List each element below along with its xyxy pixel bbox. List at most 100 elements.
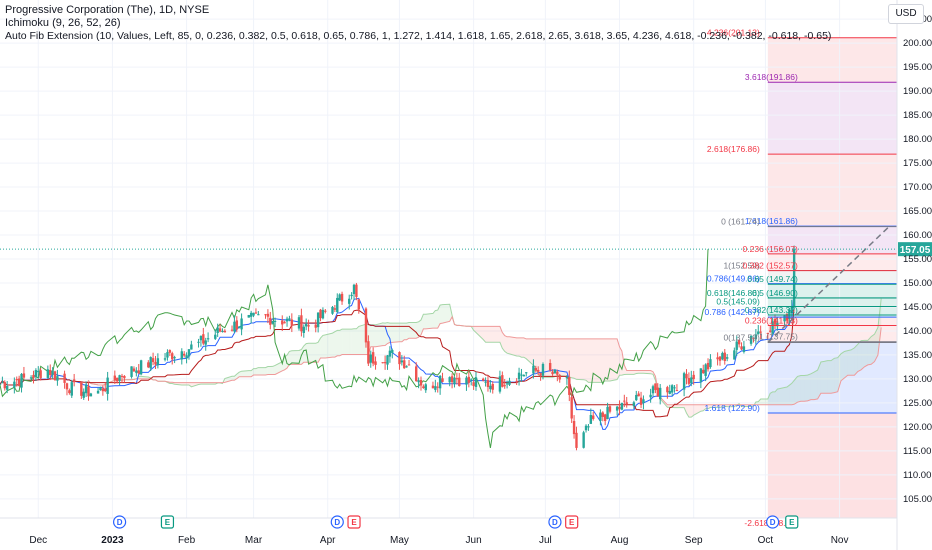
dividend-marker[interactable]: D: [112, 515, 127, 529]
cloud-segment: [401, 323, 405, 342]
cloud-segment: [373, 324, 376, 347]
cloud-segment: [691, 404, 694, 418]
earnings-marker[interactable]: E: [785, 515, 799, 529]
autofib-legend[interactable]: Auto Fib Extension (10, Values, Left, 85…: [5, 30, 832, 42]
candle-body: [233, 321, 236, 332]
dividend-marker-circle: [766, 515, 780, 529]
currency-button[interactable]: USD: [888, 4, 924, 24]
candle-body: [403, 360, 406, 369]
cloud-segment: [270, 366, 273, 375]
candle-body: [448, 377, 451, 383]
cloud-segment: [586, 338, 589, 383]
cloud-segment: [504, 335, 508, 354]
candle-body: [658, 387, 662, 400]
candle-body: [185, 355, 188, 359]
price-tick-label: 125.00: [903, 398, 932, 409]
cloud-segment: [791, 380, 795, 405]
candle-body: [348, 298, 351, 304]
fib-level-label: 0.786(149.86): [707, 274, 760, 284]
earnings-marker[interactable]: E: [347, 515, 361, 529]
cloud-segment: [370, 324, 374, 347]
candle-body: [737, 339, 741, 345]
cloud-segment: [789, 383, 792, 405]
cloud-segment: [602, 338, 606, 383]
dividend-marker[interactable]: D: [548, 515, 562, 529]
candle-body: [620, 403, 624, 410]
cloud-segment: [688, 404, 692, 418]
candle-body: [163, 358, 167, 360]
price-tick-label: 135.00: [903, 350, 932, 361]
candle-body: [266, 313, 270, 317]
fib-zone: [767, 154, 897, 227]
cloud-segment: [492, 326, 500, 343]
candle-body: [740, 346, 743, 350]
cloud-segment: [867, 336, 872, 365]
cloud-segment: [674, 404, 677, 408]
last-price-badge: [898, 242, 932, 257]
candle-body: [288, 318, 291, 320]
candle-body: [520, 374, 523, 376]
candle-body: [625, 402, 628, 405]
candle-body: [302, 326, 305, 333]
earnings-marker[interactable]: E: [565, 515, 579, 529]
dividend-marker-circle: [548, 515, 562, 529]
event-marker-label: D: [770, 518, 776, 527]
candle-body: [206, 338, 210, 340]
ichimoku-legend[interactable]: Ichimoku (9, 26, 52, 26): [5, 17, 121, 29]
candle-body: [364, 308, 368, 343]
candle-body: [699, 368, 703, 382]
candle-body: [84, 384, 88, 394]
candle-body: [257, 314, 260, 316]
time-tick-label: 2023: [101, 535, 124, 546]
candle-body: [792, 249, 796, 307]
candle-body: [474, 377, 478, 387]
time-tick-label: Dec: [29, 535, 47, 546]
earnings-marker-box: [347, 515, 361, 529]
candle-body: [455, 378, 459, 380]
earnings-marker[interactable]: E: [160, 515, 175, 529]
cloud-segment: [857, 340, 862, 372]
dividend-marker[interactable]: D: [766, 515, 780, 529]
candle-body: [304, 323, 308, 327]
candle-body: [17, 378, 21, 386]
event-marker-label: E: [789, 518, 795, 527]
cloud-segment: [354, 328, 357, 355]
candle-body: [218, 328, 222, 332]
cloud-segment: [255, 367, 259, 376]
cloud-segment: [523, 337, 527, 359]
cloud-segment: [358, 324, 366, 355]
cloud-segment: [423, 314, 426, 329]
dividend-marker[interactable]: D: [330, 515, 344, 529]
candle-body: [568, 377, 571, 395]
candle-body: [539, 373, 542, 376]
cloud-segment: [325, 333, 333, 359]
candle-body: [558, 375, 561, 380]
candle-body: [498, 376, 502, 392]
cloud-segment: [719, 404, 723, 408]
candle-body: [139, 360, 143, 375]
candle-body: [29, 377, 33, 379]
fib-level-label: 0.5 (146.90): [752, 288, 798, 298]
candle-body: [673, 387, 676, 389]
fib-zone: [767, 82, 897, 155]
candle-body: [754, 334, 758, 340]
cloud-segment: [239, 371, 242, 377]
candle-body: [716, 357, 719, 360]
price-tick-label: 165.00: [903, 206, 932, 217]
candle-body: [556, 371, 559, 375]
candle-body: [371, 352, 375, 364]
candle-body: [202, 334, 205, 344]
candle-body: [22, 373, 26, 378]
candle-body: [240, 318, 243, 330]
fib-level-label: 0.382 (152.57): [743, 261, 798, 271]
candle-body: [749, 335, 753, 344]
event-marker-label: D: [334, 518, 340, 527]
candle-body: [147, 362, 150, 368]
cloud-segment: [583, 338, 587, 381]
candle-body: [68, 390, 71, 394]
candle-body: [187, 349, 191, 357]
cloud-segment: [382, 322, 386, 346]
price-tick-label: 175.00: [903, 158, 932, 169]
candle-body: [338, 294, 341, 301]
